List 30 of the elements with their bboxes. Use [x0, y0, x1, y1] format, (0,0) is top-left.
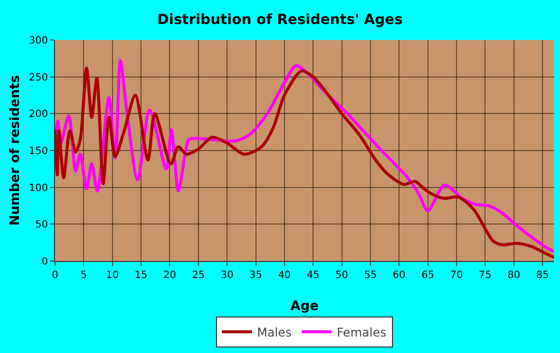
x-tick-label: 65: [421, 270, 434, 281]
x-tick-label: 70: [450, 270, 463, 281]
y-tick-label: 50: [35, 220, 48, 231]
x-axis-title: Age: [290, 299, 319, 314]
x-tick-label: 80: [507, 270, 520, 281]
x-tick-label: 75: [478, 270, 492, 281]
x-tick-label: 45: [306, 270, 320, 281]
x-tick-label: 5: [80, 270, 87, 281]
x-tick-label: 25: [192, 270, 205, 281]
y-tick-label: 150: [28, 146, 48, 157]
legend-label: Females: [336, 325, 386, 340]
y-tick-label: 200: [28, 109, 48, 120]
x-tick-label: 10: [106, 270, 119, 281]
x-tick-label: 50: [335, 270, 348, 281]
x-tick-label: 60: [392, 270, 406, 281]
x-tick-label: 35: [249, 270, 262, 281]
y-tick-label: 250: [28, 72, 48, 84]
x-tick-label: 40: [278, 270, 291, 281]
y-tick-label: 100: [28, 182, 48, 194]
x-tick-label: 55: [364, 270, 377, 281]
y-tick-label: 0: [42, 256, 48, 268]
y-axis-title: Number of residents: [8, 74, 23, 226]
x-tick-label: 85: [536, 270, 549, 281]
x-tick-label: 15: [134, 270, 148, 281]
y-tick-label: 300: [28, 36, 48, 46]
chart-title: Distribution of Residents' Ages: [157, 12, 403, 28]
x-tick-label: 30: [220, 270, 234, 281]
legend-label: Males: [257, 325, 292, 340]
x-tick-label: 20: [163, 270, 176, 281]
x-tick-label: 0: [52, 270, 58, 281]
